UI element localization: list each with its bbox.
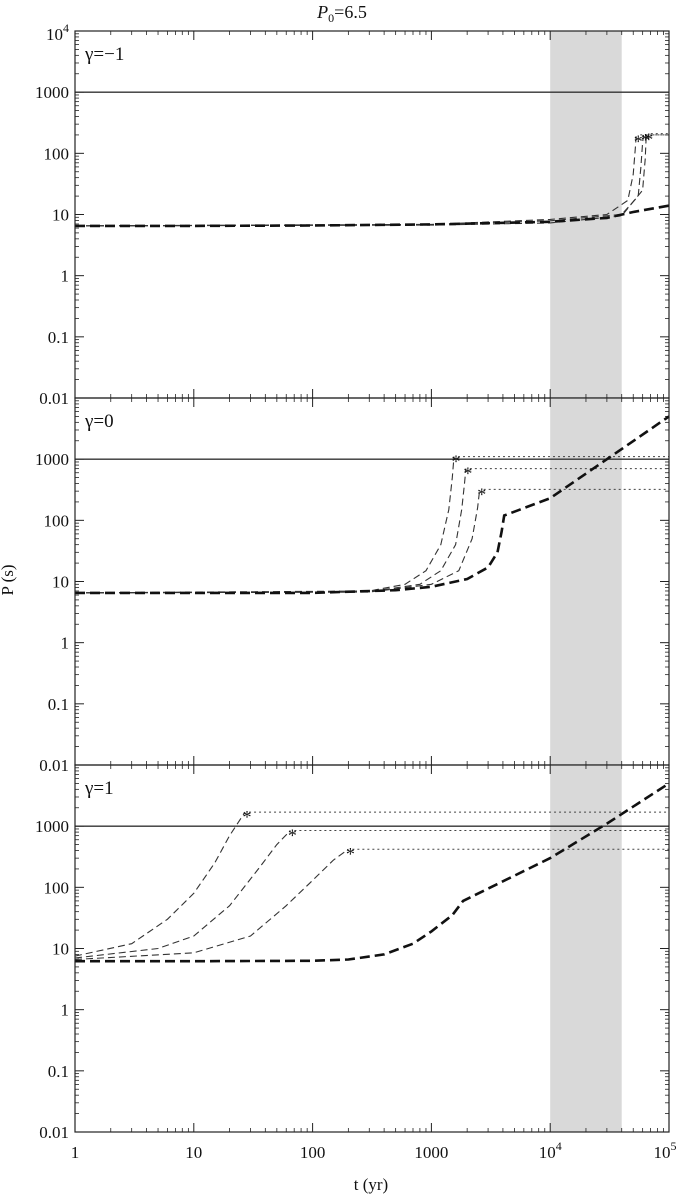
x-tick-label: 104 bbox=[539, 1139, 562, 1162]
x-tick-label: 105 bbox=[654, 1139, 677, 1162]
y-tick-label: 10 bbox=[52, 206, 69, 225]
panel-3: * * * γ=1 0.01 0.1 1 10 100 1000 bbox=[35, 764, 670, 1142]
star-marker: * bbox=[463, 464, 472, 484]
y-tick-label: 1 bbox=[61, 634, 70, 653]
y-tick-label: 0.1 bbox=[48, 695, 69, 714]
y-tick-label: 1000 bbox=[35, 450, 69, 469]
y-tick-label: 0.01 bbox=[39, 389, 69, 408]
thin-series-3 bbox=[74, 489, 481, 594]
y-tick-label: 0.1 bbox=[48, 1062, 69, 1081]
thick-series bbox=[75, 204, 670, 228]
x-tick-label: 100 bbox=[300, 1143, 326, 1162]
y-tick-label: 0.1 bbox=[48, 328, 69, 347]
panel-label: γ=−1 bbox=[84, 44, 124, 65]
star-marker: * bbox=[288, 825, 297, 845]
y-tick-label: 100 bbox=[44, 144, 70, 163]
y-axis-title: P (s) bbox=[0, 564, 17, 595]
thick-series bbox=[75, 782, 670, 963]
y-tick-label: 100 bbox=[44, 878, 70, 897]
y-tick-label: 1 bbox=[61, 1001, 70, 1020]
thin-series-1 bbox=[74, 456, 455, 594]
shaded-band bbox=[550, 398, 622, 765]
thin-series-3 bbox=[74, 848, 349, 961]
thin-series-2 bbox=[74, 468, 467, 594]
x-axis-title: t (yr) bbox=[354, 1175, 388, 1194]
figure-title: P0=6.5 bbox=[316, 2, 367, 25]
star-marker: * bbox=[452, 452, 461, 472]
y-tick-label: 0.01 bbox=[39, 756, 69, 775]
shaded-band bbox=[550, 31, 622, 398]
thin-series-2 bbox=[74, 830, 291, 959]
x-tick-label: 1 bbox=[71, 1143, 80, 1162]
panel-label: γ=0 bbox=[84, 411, 114, 432]
thick-series bbox=[75, 415, 670, 595]
y-tick-label: 104 bbox=[46, 21, 69, 44]
star-marker: * bbox=[346, 844, 355, 864]
y-tick-label: 0.01 bbox=[39, 1123, 69, 1142]
panel-frame bbox=[74, 764, 670, 1133]
plot-area: ***γ=−10.010.11101001000104***γ=00.010.1… bbox=[35, 21, 677, 1162]
star-marker: * bbox=[634, 131, 643, 151]
star-marker: * bbox=[644, 129, 653, 149]
star-marker: * bbox=[641, 130, 650, 150]
star-marker: * bbox=[477, 484, 486, 504]
y-tick-label: 100 bbox=[44, 511, 70, 530]
y-tick-label: 10 bbox=[52, 940, 69, 959]
panel-label: γ=1 bbox=[84, 778, 114, 799]
thin-series-1 bbox=[74, 811, 246, 957]
y-tick-label: 1 bbox=[61, 267, 70, 286]
x-tick-label: 1000 bbox=[414, 1143, 448, 1162]
y-tick-label: 10 bbox=[52, 573, 69, 592]
y-tick-label: 1000 bbox=[35, 817, 69, 836]
y-tick-label: 1000 bbox=[35, 83, 69, 102]
star-marker: * bbox=[243, 807, 252, 827]
x-tick-label: 10 bbox=[185, 1143, 202, 1162]
